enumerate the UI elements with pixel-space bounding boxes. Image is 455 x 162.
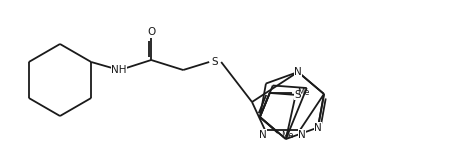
- Text: N: N: [258, 130, 266, 140]
- Text: N: N: [313, 122, 321, 133]
- Text: S: S: [212, 57, 218, 67]
- Text: NH: NH: [111, 65, 126, 75]
- Text: N: N: [293, 67, 301, 77]
- Text: N: N: [298, 130, 305, 140]
- Text: Me: Me: [296, 88, 308, 98]
- Text: S: S: [294, 90, 300, 100]
- Text: O: O: [147, 27, 155, 37]
- Text: Me: Me: [280, 131, 293, 139]
